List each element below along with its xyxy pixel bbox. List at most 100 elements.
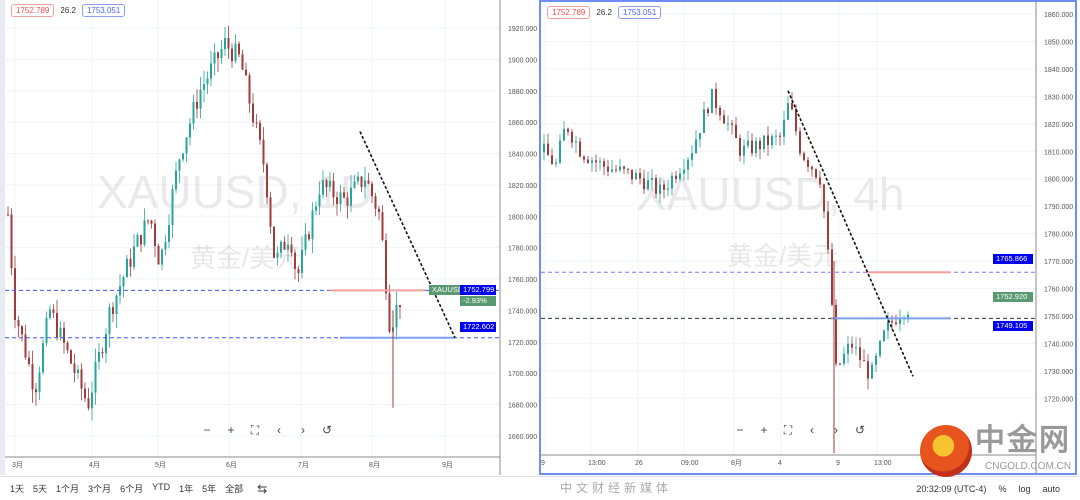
level-1-tag: 1765.866 (993, 254, 1033, 264)
candle-body (779, 135, 781, 137)
candle-body (719, 108, 721, 116)
candle-body (771, 136, 773, 146)
candle-body (168, 225, 170, 242)
candle-body (238, 43, 240, 55)
candle-body (715, 88, 717, 109)
daily-candles-chart[interactable]: 1920.000 1900.000 1880.000 1860.000 1840.000… (5, 0, 538, 475)
range-1[interactable]: 5天 (33, 484, 48, 494)
candle-body (611, 169, 613, 172)
candle-body (353, 181, 356, 188)
chart-pane-4h[interactable]: 1860.000 1850.000 1840.000 1830.000 1820.000… (539, 0, 1077, 475)
candle-body (192, 101, 195, 124)
auto-toggle[interactable]: auto (1042, 483, 1060, 494)
level-2-tag: 1749.105 (993, 321, 1033, 331)
scroll-right-button[interactable]: › (301, 423, 305, 437)
candle-body (210, 63, 212, 79)
reset-button[interactable]: ↺ (321, 423, 333, 437)
candle-body (241, 54, 244, 70)
buy-price[interactable]: 1753.051 (81, 4, 126, 17)
zoom-out-button[interactable]: − (736, 423, 744, 437)
candle-body (147, 220, 149, 222)
candle-body (38, 372, 41, 393)
price-header: 1752.789 26.2 1753.051 (547, 6, 662, 19)
candle-body (273, 226, 275, 258)
candle-body (803, 153, 805, 160)
candle-body (711, 88, 713, 114)
candle-body (252, 103, 254, 123)
zoom-in-button[interactable]: + (227, 423, 235, 437)
candle-body (122, 277, 125, 287)
candle-body (815, 169, 817, 178)
candle-body (767, 135, 769, 146)
scroll-right-button[interactable]: › (834, 423, 838, 437)
y-tick-label: 1840.000 (508, 152, 537, 159)
chart-pane-daily[interactable]: 1920.000 1900.000 1880.000 1860.000 1840.000… (0, 0, 538, 475)
candle-body (731, 123, 733, 125)
y-tick-label: 1720.000 (508, 340, 537, 347)
candle-body (863, 360, 865, 362)
range-7[interactable]: 5年 (202, 484, 217, 494)
range-6[interactable]: 1年 (179, 484, 194, 494)
candle-body (751, 140, 753, 154)
candle-body (595, 160, 597, 163)
candle-body (795, 109, 797, 132)
candle-body (651, 178, 653, 180)
percent-toggle[interactable]: % (998, 483, 1007, 494)
y-tick-label: 1780.000 (508, 246, 537, 253)
candle-body (635, 173, 637, 180)
candle-body (388, 293, 391, 332)
scroll-left-button[interactable]: ‹ (277, 423, 281, 437)
candle-body (325, 180, 328, 188)
candle-body (879, 340, 881, 356)
candle-body (591, 160, 593, 163)
range-3[interactable]: 3个月 (88, 484, 112, 494)
candle-body (739, 138, 741, 156)
log-toggle[interactable]: log (1018, 483, 1031, 494)
candle-body (59, 327, 62, 338)
candle-body (743, 145, 745, 156)
candle-body (639, 173, 641, 179)
range-2[interactable]: 1个月 (56, 484, 80, 494)
candle-body (551, 155, 553, 165)
trend-line (787, 90, 914, 377)
candle-body (17, 319, 20, 327)
candle-body (150, 220, 153, 224)
range-4[interactable]: 6个月 (120, 484, 144, 494)
candle-body (371, 183, 373, 197)
4h-candles-chart[interactable]: 1860.000 1850.000 1840.000 1830.000 1820.000… (541, 2, 1075, 473)
reset-button[interactable]: ↺ (854, 423, 866, 437)
change-tag: -2.93% (460, 296, 496, 306)
candle-body (203, 84, 205, 90)
zoom-out-button[interactable]: − (203, 423, 211, 437)
y-tick-label: 1820.000 (508, 183, 537, 190)
clock: 20:32:09 (UTC-4) (916, 483, 987, 494)
candle-body (659, 184, 661, 194)
candle-body (859, 347, 861, 361)
candle-body (555, 162, 557, 165)
range-8[interactable]: 全部 (225, 484, 244, 494)
y-tick-label: 1920.000 (508, 26, 537, 33)
sell-price[interactable]: 1752.789 (547, 6, 591, 19)
candle-body (290, 244, 293, 253)
y-tick-label: 1760.000 (1044, 287, 1073, 294)
candle-body (24, 334, 27, 358)
fit-button[interactable]: ⛶ (783, 423, 793, 437)
sell-price[interactable]: 1752.789 (11, 4, 55, 17)
zoom-in-button[interactable]: + (760, 423, 768, 437)
x-tick-label: 5月 (155, 461, 166, 469)
candle-body (231, 48, 233, 62)
candle-body (287, 244, 289, 250)
buy-price[interactable]: 1753.051 (617, 6, 662, 19)
candle-body (547, 143, 549, 156)
range-0[interactable]: 1天 (10, 484, 25, 494)
fit-button[interactable]: ⛶ (250, 423, 260, 437)
y-tick-label: 1720.000 (1044, 396, 1073, 403)
range-5[interactable]: YTD (152, 482, 171, 492)
scroll-left-button[interactable]: ‹ (810, 423, 814, 437)
compare-icon[interactable]: ⇆ (257, 481, 268, 496)
candle-body (129, 258, 132, 267)
x-tick-label: 9月 (442, 461, 453, 469)
candle-body (73, 363, 76, 374)
candle-body (63, 327, 65, 343)
candle-body (185, 137, 188, 154)
